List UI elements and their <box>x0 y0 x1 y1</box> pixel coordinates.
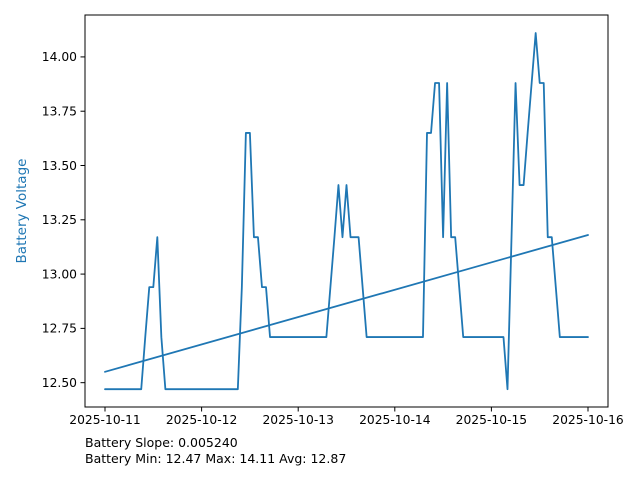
y-axis-ticks: 12.50 12.75 13.00 13.25 13.50 13.75 14.00 <box>42 50 85 390</box>
annotation-slope: Battery Slope: 0.005240 <box>85 435 238 450</box>
x-tick-label: 2025-10-16 <box>552 413 624 427</box>
x-tick-label: 2025-10-15 <box>456 413 527 427</box>
annotation-min-max-avg: Battery Min: 12.47 Max: 14.11 Avg: 12.87 <box>85 451 347 466</box>
x-tick-label: 2025-10-11 <box>69 413 140 427</box>
x-tick-label: 2025-10-13 <box>262 413 333 427</box>
y-axis-label: Battery Voltage <box>14 158 30 264</box>
x-tick-label: 2025-10-14 <box>359 413 431 427</box>
y-tick-label: 13.75 <box>42 105 77 119</box>
y-tick-label: 14.00 <box>42 50 77 64</box>
battery-voltage-line <box>104 32 589 391</box>
y-tick-label: 13.00 <box>42 267 77 281</box>
x-axis-ticks: 2025-10-11 2025-10-12 2025-10-13 2025-10-14… <box>69 407 624 427</box>
y-tick-label: 13.25 <box>42 213 77 227</box>
x-tick-label: 2025-10-12 <box>166 413 237 427</box>
axes-box <box>84 14 609 408</box>
trend-line <box>104 234 589 373</box>
y-tick-label: 12.75 <box>42 322 77 336</box>
y-tick-label: 13.50 <box>42 159 77 173</box>
y-tick-label: 12.50 <box>42 376 77 390</box>
